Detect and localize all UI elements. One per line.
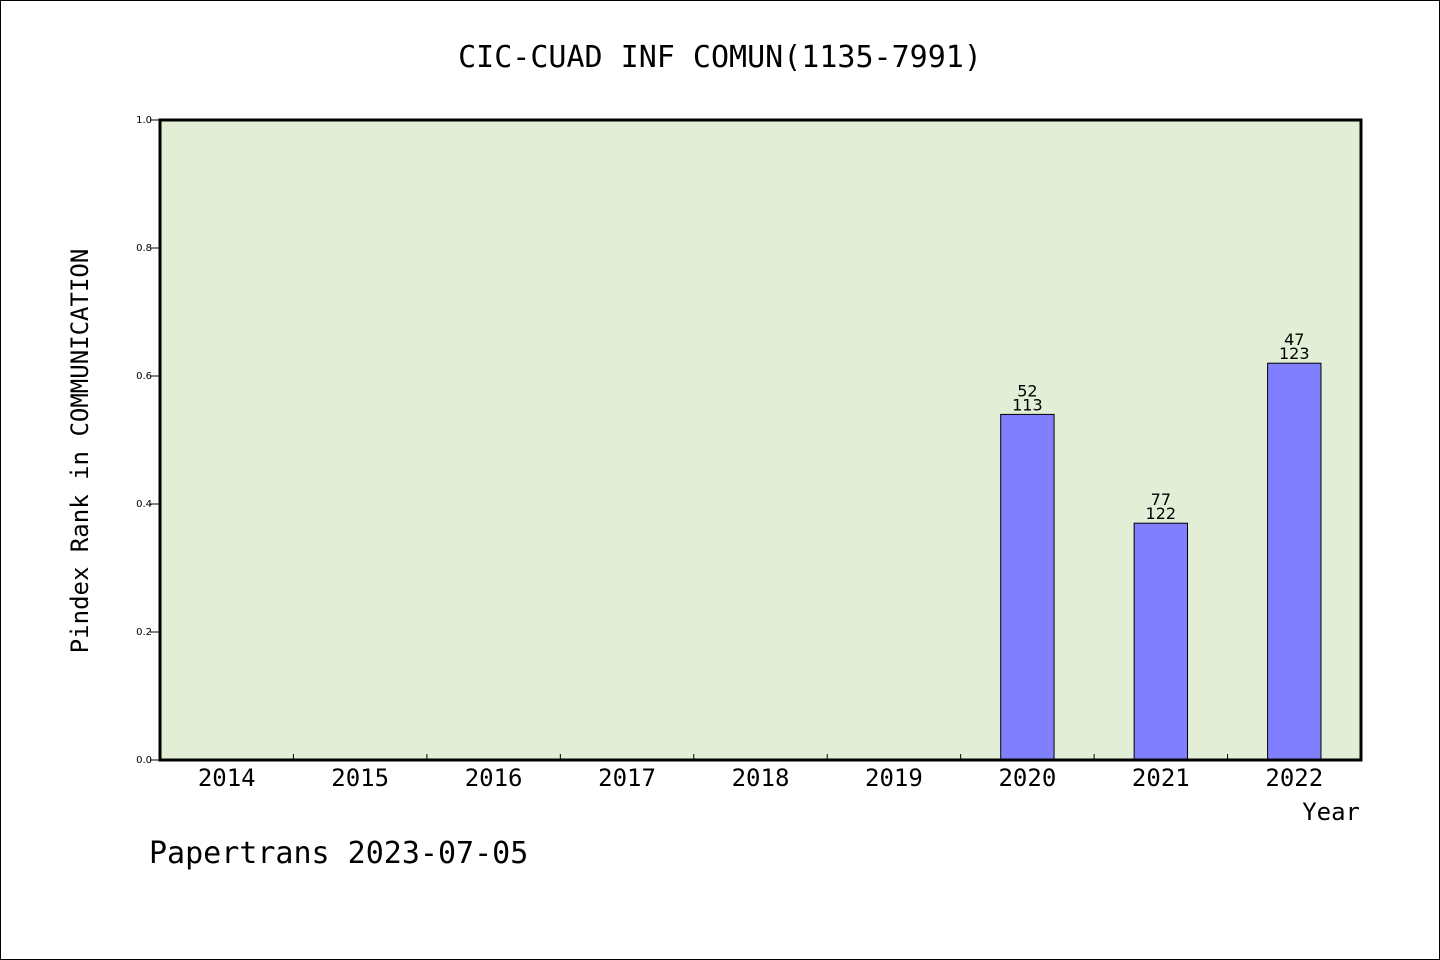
bar-2021	[1133, 522, 1189, 761]
y-tick-label: 0.4	[136, 499, 152, 510]
bar-label-top: 77	[1151, 490, 1171, 509]
y-tick-label: 1.0	[136, 115, 152, 126]
bar-2022	[1267, 362, 1322, 761]
y-axis-label: Pindex Rank in COMMUNICATION	[66, 249, 94, 654]
y-tick-label: 0.8	[136, 243, 152, 254]
chart-title: CIC-CUAD INF COMUN(1135-7991)	[458, 40, 982, 75]
x-tick-label: 2019	[865, 764, 923, 792]
x-tick-label: 2022	[1265, 764, 1323, 792]
plot-border	[158, 118, 1363, 762]
y-tick-label: 0.0	[136, 755, 152, 766]
x-tick-label: 2020	[998, 764, 1056, 792]
y-axis-ticks: 0.0 0.2 0.4 0.6 0.8 1.0	[136, 115, 160, 766]
x-tick-label: 2017	[598, 764, 656, 792]
x-tick-label: 2021	[1132, 764, 1190, 792]
x-axis-label: Year	[1302, 798, 1360, 826]
y-tick-label: 0.2	[136, 627, 152, 638]
x-tick-label: 2015	[331, 764, 389, 792]
bar-2020	[1000, 413, 1055, 761]
x-tick-label: 2014	[198, 764, 256, 792]
x-tick-label: 2018	[732, 764, 790, 792]
y-tick-label: 0.6	[136, 371, 152, 382]
x-tick-label: 2016	[465, 764, 523, 792]
bar-label-bottom: 113	[1012, 395, 1043, 414]
bar-label-top: 47	[1284, 330, 1304, 349]
bars-group	[1000, 362, 1322, 761]
watermark: Papertrans 2023-07-05	[149, 836, 528, 871]
bar-label-top: 52	[1017, 381, 1037, 400]
bar-label-bottom: 122	[1146, 504, 1177, 523]
x-axis-ticks: 2014 2015 2016 2017 2018 2019 2020 2021 2022	[198, 754, 1323, 792]
bar-label-bottom: 123	[1279, 344, 1310, 363]
